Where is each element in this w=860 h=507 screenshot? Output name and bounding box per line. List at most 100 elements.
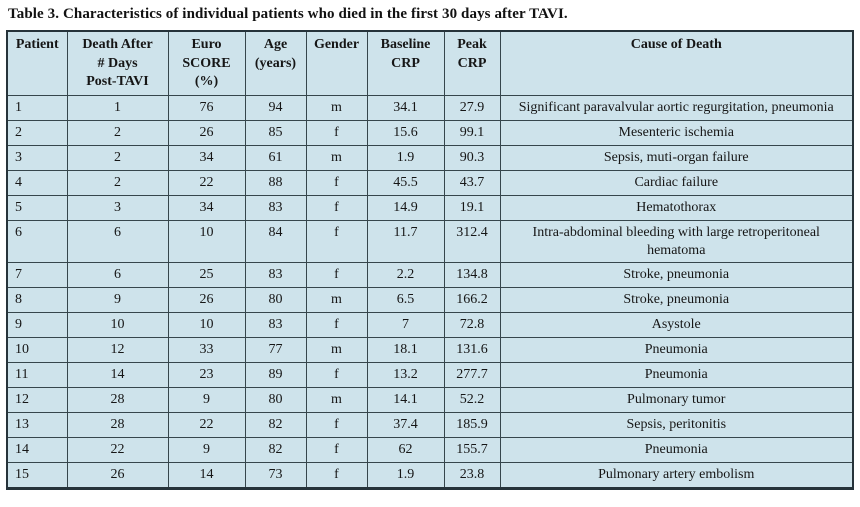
patient-cell: 12 bbox=[6, 387, 68, 413]
gender-cell: m bbox=[305, 95, 368, 121]
column-header-death-days: Death After # Days Post-TAVI bbox=[66, 30, 169, 96]
euroscore-cell: 26 bbox=[167, 120, 246, 146]
death-days-cell: 6 bbox=[66, 220, 169, 263]
peak-crp-cell: 131.6 bbox=[443, 337, 501, 363]
patient-cell: 15 bbox=[6, 462, 68, 489]
baseline-crp-cell: 2.2 bbox=[366, 262, 445, 288]
death-days-cell: 9 bbox=[66, 287, 169, 313]
patient-cell: 7 bbox=[6, 262, 68, 288]
death-days-cell: 12 bbox=[66, 337, 169, 363]
age-cell: 82 bbox=[244, 412, 307, 438]
gender-cell: f bbox=[305, 262, 368, 288]
baseline-crp-cell: 14.1 bbox=[366, 387, 445, 413]
cause-of-death-cell: Hematothorax bbox=[499, 195, 854, 221]
cause-of-death-cell: Pulmonary artery embolism bbox=[499, 462, 854, 489]
column-header-gender: Gender bbox=[305, 30, 368, 96]
baseline-crp-cell: 1.9 bbox=[366, 462, 445, 489]
table-row: 14 22 9 82 f 62 155.7 Pneumonia bbox=[6, 437, 854, 463]
euroscore-cell: 23 bbox=[167, 362, 246, 388]
death-days-cell: 2 bbox=[66, 170, 169, 196]
patient-cell: 10 bbox=[6, 337, 68, 363]
table-row: 7 6 25 83 f 2.2 134.8 Stroke, pneumonia bbox=[6, 262, 854, 288]
gender-cell: f bbox=[305, 170, 368, 196]
peak-crp-cell: 277.7 bbox=[443, 362, 501, 388]
death-days-cell: 26 bbox=[66, 462, 169, 489]
age-cell: 77 bbox=[244, 337, 307, 363]
patient-cell: 4 bbox=[6, 170, 68, 196]
table-row: 11 14 23 89 f 13.2 277.7 Pneumonia bbox=[6, 362, 854, 388]
gender-cell: f bbox=[305, 412, 368, 438]
baseline-crp-cell: 1.9 bbox=[366, 145, 445, 171]
peak-crp-cell: 19.1 bbox=[443, 195, 501, 221]
cause-of-death-cell: Intra-abdominal bleeding with large retr… bbox=[499, 220, 854, 263]
gender-cell: m bbox=[305, 337, 368, 363]
euroscore-cell: 9 bbox=[167, 387, 246, 413]
column-header-euroscore: Euro SCORE (%) bbox=[167, 30, 246, 96]
death-days-cell: 28 bbox=[66, 412, 169, 438]
table-row: 13 28 22 82 f 37.4 185.9 Sepsis, peritonitis bbox=[6, 412, 854, 438]
baseline-crp-cell: 62 bbox=[366, 437, 445, 463]
cause-of-death-cell: Stroke, pneumonia bbox=[499, 262, 854, 288]
table-caption: Table 3. Characteristics of individual p… bbox=[8, 6, 568, 22]
peak-crp-cell: 43.7 bbox=[443, 170, 501, 196]
table-row: 10 12 33 77 m 18.1 131.6 Pneumonia bbox=[6, 337, 854, 363]
euroscore-cell: 10 bbox=[167, 220, 246, 263]
peak-crp-cell: 312.4 bbox=[443, 220, 501, 263]
baseline-crp-cell: 14.9 bbox=[366, 195, 445, 221]
cause-of-death-cell: Pneumonia bbox=[499, 437, 854, 463]
table-row: 1 1 76 94 m 34.1 27.9 Significant paravalvular … bbox=[6, 95, 854, 121]
death-days-cell: 3 bbox=[66, 195, 169, 221]
peak-crp-cell: 23.8 bbox=[443, 462, 501, 489]
gender-cell: f bbox=[305, 195, 368, 221]
peak-crp-cell: 99.1 bbox=[443, 120, 501, 146]
table-row: 9 10 10 83 f 7 72.8 Asystole bbox=[6, 312, 854, 338]
patients-table: Patient Death After # Days Post-TAVI Eur… bbox=[6, 30, 854, 490]
death-days-cell: 2 bbox=[66, 120, 169, 146]
table-row: 5 3 34 83 f 14.9 19.1 Hematothorax bbox=[6, 195, 854, 221]
patient-cell: 1 bbox=[6, 95, 68, 121]
age-cell: 73 bbox=[244, 462, 307, 489]
patient-cell: 11 bbox=[6, 362, 68, 388]
gender-cell: f bbox=[305, 462, 368, 489]
gender-cell: m bbox=[305, 145, 368, 171]
cause-of-death-cell: Mesenteric ischemia bbox=[499, 120, 854, 146]
patient-cell: 2 bbox=[6, 120, 68, 146]
gender-cell: m bbox=[305, 387, 368, 413]
patient-cell: 13 bbox=[6, 412, 68, 438]
patient-cell: 8 bbox=[6, 287, 68, 313]
cause-of-death-cell: Sepsis, muti-organ failure bbox=[499, 145, 854, 171]
euroscore-cell: 10 bbox=[167, 312, 246, 338]
death-days-cell: 14 bbox=[66, 362, 169, 388]
age-cell: 89 bbox=[244, 362, 307, 388]
euroscore-cell: 76 bbox=[167, 95, 246, 121]
patient-cell: 9 bbox=[6, 312, 68, 338]
death-days-cell: 1 bbox=[66, 95, 169, 121]
column-header-age: Age (years) bbox=[244, 30, 307, 96]
death-days-cell: 6 bbox=[66, 262, 169, 288]
euroscore-cell: 33 bbox=[167, 337, 246, 363]
euroscore-cell: 22 bbox=[167, 412, 246, 438]
patient-cell: 3 bbox=[6, 145, 68, 171]
baseline-crp-cell: 6.5 bbox=[366, 287, 445, 313]
euroscore-cell: 14 bbox=[167, 462, 246, 489]
age-cell: 84 bbox=[244, 220, 307, 263]
patient-cell: 6 bbox=[6, 220, 68, 263]
table-row: 6 6 10 84 f 11.7 312.4 Intra-abdominal bleeding… bbox=[6, 220, 854, 263]
death-days-cell: 22 bbox=[66, 437, 169, 463]
table-row: 12 28 9 80 m 14.1 52.2 Pulmonary tumor bbox=[6, 387, 854, 413]
euroscore-cell: 9 bbox=[167, 437, 246, 463]
column-header-cause: Cause of Death bbox=[499, 30, 854, 96]
age-cell: 82 bbox=[244, 437, 307, 463]
age-cell: 88 bbox=[244, 170, 307, 196]
table-row: 4 2 22 88 f 45.5 43.7 Cardiac failure bbox=[6, 170, 854, 196]
death-days-cell: 28 bbox=[66, 387, 169, 413]
baseline-crp-cell: 11.7 bbox=[366, 220, 445, 263]
patient-cell: 5 bbox=[6, 195, 68, 221]
peak-crp-cell: 134.8 bbox=[443, 262, 501, 288]
gender-cell: m bbox=[305, 287, 368, 313]
gender-cell: f bbox=[305, 312, 368, 338]
age-cell: 80 bbox=[244, 287, 307, 313]
cause-of-death-cell: Significant paravalvular aortic regurgit… bbox=[499, 95, 854, 121]
gender-cell: f bbox=[305, 120, 368, 146]
